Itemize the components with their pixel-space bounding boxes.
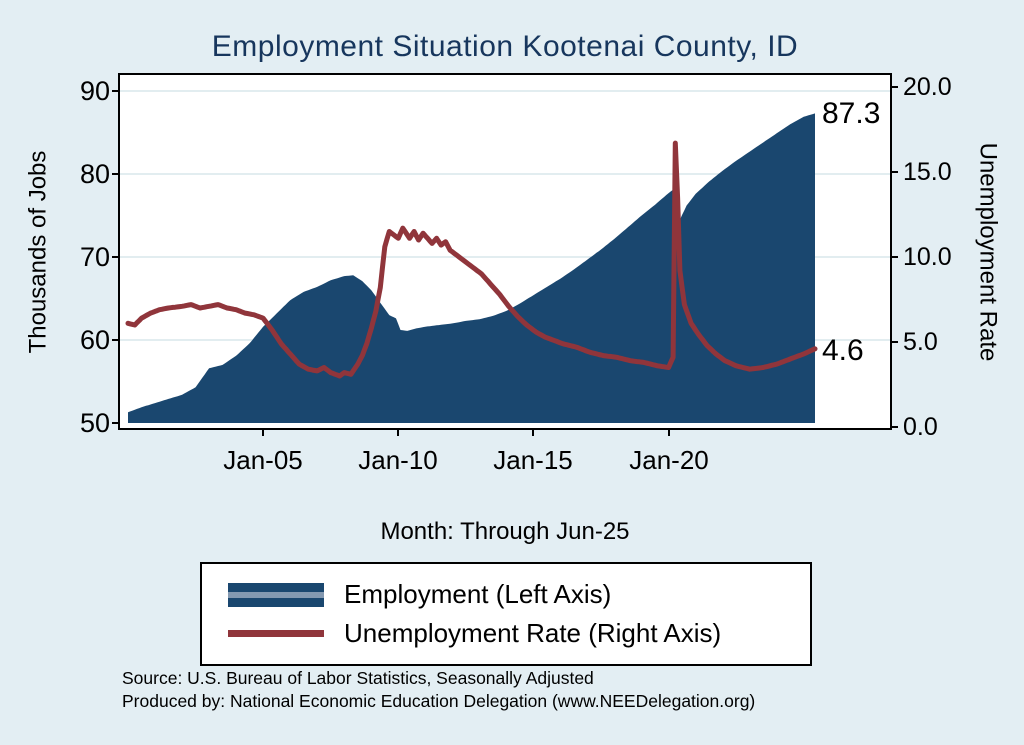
employment-area-swatch — [228, 582, 324, 607]
y-right-tick-mark — [890, 426, 898, 428]
x-tick-mark — [397, 428, 399, 436]
y-left-tick-label: 70 — [79, 242, 110, 272]
y-right-tick-label: 5.0 — [903, 328, 938, 356]
y-left-tick-label: 50 — [79, 408, 110, 438]
legend-item-unemployment: Unemployment Rate (Right Axis) — [228, 614, 810, 653]
y-right-tick-mark — [890, 341, 898, 343]
y-right-tick-label: 0.0 — [903, 413, 938, 441]
y-right-tick-mark — [890, 256, 898, 258]
plot-area — [118, 73, 892, 430]
x-tick-mark — [668, 428, 670, 436]
legend-label-unemployment: Unemployment Rate (Right Axis) — [344, 618, 722, 648]
employment-end-annotation: 87.3 — [822, 97, 881, 130]
y-right-tick-mark — [890, 86, 898, 88]
y-left-tick-label: 90 — [79, 76, 110, 106]
unemployment-end-annotation: 4.6 — [822, 334, 864, 367]
y-right-tick-label: 10.0 — [903, 243, 952, 271]
y-left-tick-label: 60 — [79, 325, 110, 355]
y-left-tick-mark — [112, 173, 120, 175]
source-note: Source: U.S. Bureau of Labor Statistics,… — [122, 668, 594, 688]
produced-by-note: Produced by: National Economic Education… — [122, 691, 756, 711]
unemployment-line-series — [125, 140, 818, 379]
x-tick-label: Jan-05 — [223, 445, 303, 475]
page-title: Employment Situation Kootenai County, ID — [211, 30, 799, 63]
x-axis-title: Month: Through Jun-25 — [380, 518, 630, 545]
legend-label-employment: Employment (Left Axis) — [344, 579, 612, 609]
legend: Employment (Left Axis) Unemployment Rate… — [200, 562, 812, 666]
chart-canvas — [120, 90, 890, 424]
x-tick-label: Jan-15 — [493, 445, 573, 475]
x-tick-mark — [532, 428, 534, 436]
unemployment-line-swatch — [228, 630, 324, 637]
legend-item-employment: Employment (Left Axis) — [228, 575, 810, 614]
y-left-tick-mark — [112, 339, 120, 341]
x-tick-mark — [262, 428, 264, 436]
right-axis-title: Unemployment Rate — [974, 142, 1002, 362]
y-right-tick-label: 15.0 — [903, 158, 952, 186]
x-tick-label: Jan-10 — [358, 445, 438, 475]
employment-area-series — [128, 113, 815, 424]
y-left-tick-mark — [112, 256, 120, 258]
y-right-tick-mark — [890, 171, 898, 173]
employment-swatch-stripe — [228, 591, 324, 598]
y-left-tick-label: 80 — [79, 159, 110, 189]
y-left-tick-mark — [112, 422, 120, 424]
y-left-tick-mark — [112, 90, 120, 92]
x-tick-label: Jan-20 — [629, 445, 709, 475]
y-right-tick-label: 20.0 — [903, 73, 952, 101]
